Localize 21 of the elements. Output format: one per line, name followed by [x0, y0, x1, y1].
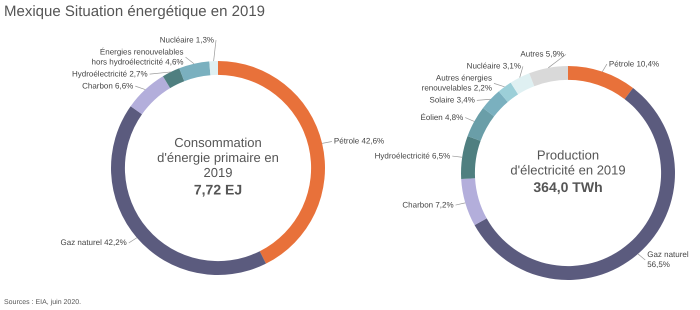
text: 364,0 TWh	[533, 178, 603, 195]
slice-label: Hydroélectricité 6,5%	[374, 151, 450, 160]
data-label: 56,5%	[647, 260, 670, 270]
slice-label: Pétrole 42,6%	[334, 136, 384, 146]
text: 7,72 EJ	[194, 181, 242, 198]
slice-label: Gaz naturel 42,2%	[60, 238, 127, 248]
slice-label: Charbon 7,2%	[402, 200, 454, 210]
slice-label: Autres 5,9%	[520, 50, 564, 59]
text: Consommation d'énergie primaire en 2019	[157, 135, 279, 180]
slice-label: Nucléaire 3,1%	[466, 62, 521, 71]
slice-label: Charbon 6,6%	[82, 81, 134, 90]
slice-label: Solaire 3,4%	[429, 96, 475, 105]
slice-label: Éolien 4,8%	[420, 112, 464, 122]
text: Mexique Situation énergétique en 2019	[4, 3, 266, 20]
slice-label: Pétrole 10,4%	[608, 59, 660, 68]
slice-label: Hydroélectricité 2,7%	[72, 69, 148, 78]
slice-label: Gaz naturel	[647, 250, 689, 260]
slice-label: Nucléaire 1,3%	[160, 35, 214, 44]
text: Production d'électricité en 2019	[510, 148, 626, 178]
slice-label: Autres énergies renouvelables 2,2%	[422, 74, 492, 93]
slice-label: Énergies renouvelables hors hydroélectricité 4,6%	[91, 47, 184, 66]
